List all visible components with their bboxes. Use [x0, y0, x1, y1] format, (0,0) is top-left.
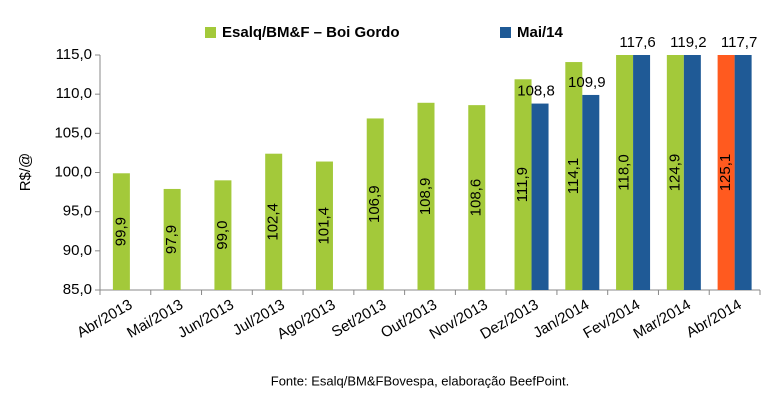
- y-tick-label: 90,0: [63, 242, 92, 259]
- x-tick-label: Mar/2014: [630, 296, 693, 342]
- y-axis-label: R$/@: [17, 153, 34, 192]
- bar: [265, 153, 283, 290]
- bar-value-label: 109,9: [568, 74, 606, 91]
- bar: [666, 55, 684, 290]
- bar: [214, 180, 232, 290]
- bar-value-label: 125,1: [717, 154, 734, 192]
- y-tick-label: 115,0: [56, 46, 92, 63]
- legend-swatch: [205, 27, 216, 38]
- bar: [683, 55, 701, 290]
- bar-value-label: 101,4: [315, 207, 332, 245]
- bar: [717, 55, 735, 290]
- bar: [514, 79, 532, 290]
- y-tick-label: 110,0: [56, 85, 92, 102]
- x-tick-label: Mai/2013: [124, 296, 186, 342]
- bar-value-label: 119,2: [670, 34, 706, 51]
- bar: [633, 55, 651, 290]
- bar: [565, 62, 583, 290]
- x-tick-label: Abr/2014: [683, 296, 744, 341]
- bar-value-label: 102,4: [265, 203, 282, 241]
- bar-value-label: 97,9: [163, 225, 180, 254]
- bar-value-label: 108,6: [468, 179, 485, 217]
- x-tick-label: Ago/2013: [274, 296, 338, 343]
- bar-value-label: 114,1: [565, 158, 582, 194]
- bar-value-label: 111,9: [514, 167, 531, 202]
- y-tick-label: 105,0: [54, 124, 92, 141]
- bar: [366, 118, 384, 290]
- bar-value-label: 99,0: [214, 221, 231, 250]
- x-tick-label: Dez/2013: [477, 296, 541, 343]
- bar-value-label: 118,0: [616, 154, 633, 190]
- bar: [112, 173, 130, 290]
- bar-value-label: 117,6: [619, 34, 655, 51]
- x-tick-label: Set/2013: [329, 296, 390, 341]
- x-tick-label: Abr/2013: [74, 296, 135, 341]
- x-tick-label: Jan/2014: [530, 296, 592, 342]
- bar-value-label: 108,8: [517, 83, 555, 100]
- y-tick-label: 85,0: [63, 281, 92, 298]
- bar-value-label: 106,9: [366, 185, 383, 223]
- bar: [616, 55, 634, 290]
- source: Fonte: Esalq/BM&FBovespa, elaboração Bee…: [271, 373, 569, 388]
- bar: [417, 102, 435, 290]
- bar: [468, 105, 486, 290]
- bar: [734, 55, 752, 290]
- legend-label: Esalq/BM&F – Boi Gordo: [222, 24, 400, 41]
- bar-value-label: 117,7: [721, 34, 757, 51]
- legend-swatch: [500, 27, 511, 38]
- bar-value-label: 108,9: [417, 178, 434, 216]
- y-tick-label: 100,0: [54, 163, 92, 180]
- bar: [163, 188, 181, 290]
- legend-label: Mai/14: [517, 24, 564, 41]
- bar-value-label: 99,9: [112, 217, 129, 246]
- bar: [531, 103, 549, 290]
- y-tick-label: 95,0: [63, 203, 92, 220]
- x-tick-label: Jun/2013: [175, 296, 237, 342]
- bar: [582, 94, 600, 290]
- bar: [315, 161, 333, 290]
- bar-value-label: 124,9: [666, 154, 683, 192]
- bars: [112, 55, 752, 290]
